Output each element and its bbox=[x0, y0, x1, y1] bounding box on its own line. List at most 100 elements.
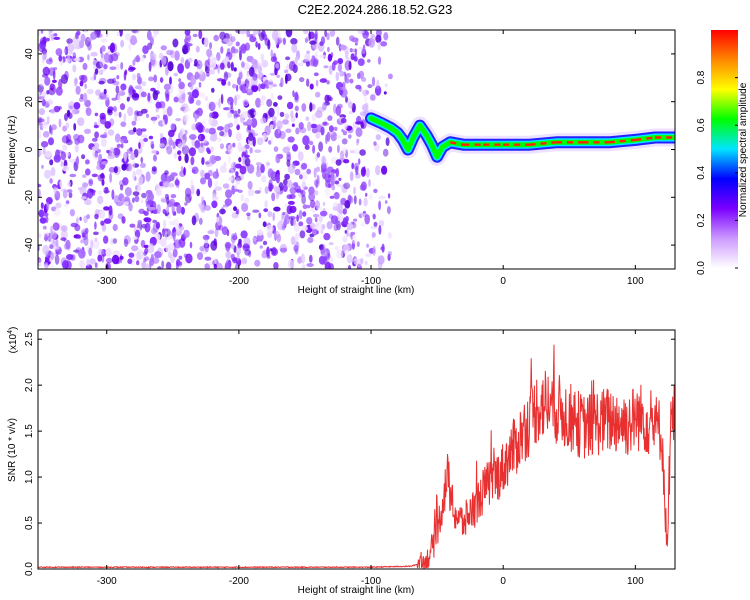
noise-blob bbox=[220, 93, 224, 105]
ridge-core bbox=[635, 136, 656, 142]
noise-blob bbox=[104, 121, 112, 129]
noise-blob bbox=[353, 258, 359, 265]
noise-blob bbox=[306, 78, 310, 87]
noise-blob bbox=[305, 61, 310, 67]
noise-blob bbox=[307, 237, 314, 244]
noise-blob bbox=[148, 76, 154, 82]
noise-blob bbox=[330, 215, 338, 225]
noise-blob bbox=[208, 69, 216, 75]
noise-blob bbox=[294, 168, 301, 176]
noise-blob bbox=[196, 188, 201, 197]
noise-blob bbox=[295, 112, 299, 119]
noise-blob bbox=[142, 45, 149, 54]
noise-blob bbox=[209, 42, 213, 50]
noise-blob bbox=[209, 154, 217, 164]
noise-blob bbox=[327, 183, 332, 188]
noise-blob bbox=[358, 198, 362, 206]
noise-blob bbox=[198, 81, 202, 88]
noise-blob bbox=[282, 146, 291, 154]
noise-blob bbox=[216, 52, 221, 61]
noise-blob bbox=[214, 257, 217, 265]
noise-blob bbox=[38, 118, 45, 123]
noise-blob bbox=[49, 231, 58, 240]
noise-blob bbox=[373, 141, 377, 146]
noise-blob bbox=[155, 101, 162, 109]
noise-blob bbox=[343, 159, 350, 164]
noise-blob bbox=[118, 111, 122, 118]
noise-blob bbox=[165, 93, 170, 102]
noise-blob bbox=[80, 239, 85, 244]
noise-blob bbox=[140, 108, 148, 114]
noise-blob bbox=[60, 160, 64, 167]
y-tick-label: -40 bbox=[24, 237, 35, 252]
noise-blob bbox=[347, 101, 354, 109]
noise-blob bbox=[301, 103, 307, 112]
noise-blob bbox=[190, 75, 197, 85]
noise-blob bbox=[324, 30, 327, 38]
noise-blob bbox=[65, 239, 71, 250]
noise-blob bbox=[53, 36, 61, 41]
noise-blob bbox=[112, 105, 117, 112]
noise-blob bbox=[195, 99, 201, 106]
noise-blob bbox=[132, 191, 140, 197]
noise-blob bbox=[341, 183, 348, 194]
noise-blob bbox=[227, 176, 234, 182]
noise-blob bbox=[168, 220, 175, 226]
noise-blob bbox=[346, 222, 354, 231]
noise-blob bbox=[110, 53, 119, 62]
noise-blob bbox=[91, 137, 98, 142]
noise-blob bbox=[232, 83, 237, 89]
noise-blob bbox=[49, 244, 54, 249]
noise-blob bbox=[238, 157, 242, 163]
noise-blob bbox=[301, 181, 306, 189]
noise-blob bbox=[132, 170, 137, 181]
noise-blob bbox=[347, 264, 352, 269]
snr-scale-note: (x104) bbox=[7, 327, 19, 354]
noise-blob bbox=[161, 55, 167, 66]
noise-blob bbox=[136, 260, 140, 266]
noise-blob bbox=[360, 222, 367, 227]
noise-blob bbox=[141, 261, 147, 269]
noise-blob bbox=[295, 232, 300, 240]
noise-blob bbox=[344, 50, 349, 60]
noise-blob bbox=[185, 253, 193, 264]
noise-blob bbox=[205, 128, 210, 134]
noise-blob bbox=[60, 237, 67, 241]
noise-blob bbox=[42, 225, 47, 230]
noise-blob bbox=[340, 44, 347, 51]
noise-blob bbox=[324, 117, 328, 122]
noise-blob bbox=[201, 157, 205, 166]
noise-blob bbox=[171, 204, 175, 215]
noise-blob bbox=[262, 132, 268, 141]
noise-blob bbox=[253, 30, 259, 35]
noise-blob bbox=[87, 54, 90, 61]
noise-blob bbox=[72, 64, 77, 73]
noise-blob bbox=[172, 38, 179, 48]
noise-blob bbox=[363, 197, 368, 207]
noise-blob bbox=[349, 78, 354, 84]
snr-scale-prefix: (x10 bbox=[8, 333, 19, 353]
noise-blob bbox=[163, 219, 167, 229]
noise-blob bbox=[383, 32, 389, 41]
noise-blob bbox=[98, 153, 103, 164]
noise-blob bbox=[244, 101, 248, 106]
noise-blob bbox=[134, 176, 137, 182]
noise-blob bbox=[86, 214, 90, 220]
noise-blob bbox=[66, 38, 73, 44]
noise-blob bbox=[143, 258, 147, 263]
noise-blob bbox=[38, 130, 42, 139]
noise-blob bbox=[324, 186, 331, 197]
noise-blob bbox=[212, 193, 217, 199]
noise-blob bbox=[42, 145, 46, 155]
noise-blob bbox=[336, 206, 340, 213]
spectrogram-y-axis-label: Frequency (Hz) bbox=[7, 116, 18, 185]
ridge-core bbox=[450, 141, 464, 146]
noise-blob bbox=[326, 32, 330, 41]
noise-blob bbox=[134, 195, 140, 203]
noise-blob bbox=[252, 237, 258, 241]
noise-blob bbox=[38, 96, 45, 100]
noise-blob bbox=[284, 173, 290, 180]
noise-blob bbox=[276, 106, 280, 117]
noise-blob bbox=[220, 46, 224, 54]
noise-blob bbox=[207, 149, 211, 154]
